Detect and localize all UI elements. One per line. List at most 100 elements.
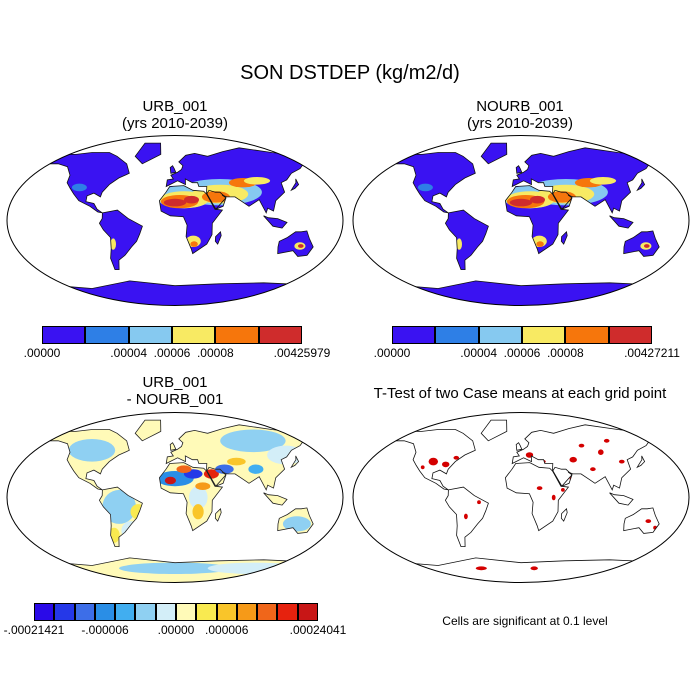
map-urb [6, 135, 344, 306]
colorbar-tick-label: .00004 [110, 346, 148, 360]
deposit-region [509, 198, 533, 207]
coastline-antarctica [44, 557, 306, 583]
panel-title-nourb-line1: NOURB_001 [476, 98, 564, 115]
significant-cell [442, 461, 450, 468]
landmass-uk [170, 442, 176, 451]
colorbar-swatch [608, 326, 652, 344]
colorbar-tick-label: .00008 [546, 346, 584, 360]
coastline-japan [290, 455, 300, 469]
coastline-eurasia [511, 147, 655, 214]
deposit-region [243, 177, 271, 185]
coastline-antarctica [390, 280, 652, 306]
panel-title-diff: URB_001 - NOURB_001 [30, 374, 320, 408]
map-border [352, 135, 690, 306]
coastline-greenland [480, 142, 508, 165]
colorbar-swatch [85, 326, 129, 344]
significant-cell [603, 438, 610, 443]
coastline-indonesia [609, 492, 634, 506]
colorbar-swatch [392, 326, 436, 344]
significant-cell [530, 566, 538, 571]
colorbar-diff [34, 603, 318, 621]
significant-cell [428, 457, 438, 466]
difference-region [68, 439, 116, 462]
coastline-southAmerica [98, 209, 143, 271]
colorbar-swatch [565, 326, 609, 344]
coastline-northAmerica [391, 429, 476, 491]
deposit-region [190, 241, 198, 247]
significant-cell [551, 494, 556, 501]
deposit-region [589, 177, 617, 185]
colorbar-swatch [135, 603, 156, 621]
significant-cell [453, 455, 460, 460]
landmass-southAmerica [445, 210, 489, 270]
colorbar-swatch [74, 603, 95, 621]
landmass-eurasia [512, 424, 654, 490]
colorbar-tick-label: .00006 [153, 346, 191, 360]
coastline-australia [277, 230, 314, 257]
colorbar-swatch [94, 603, 116, 621]
difference-region [189, 486, 208, 509]
colorbar-swatch [215, 326, 259, 344]
landmass-indonesia [609, 492, 633, 506]
landmass-madagascar [561, 508, 568, 522]
coastline-africa [158, 185, 224, 255]
significant-cell [569, 456, 577, 463]
colorbar-tick-label: .00000 [373, 346, 411, 360]
coastline-arabia [206, 189, 227, 210]
coastline-madagascar [560, 230, 568, 245]
coastline-africa [504, 185, 570, 255]
colorbar-swatch [128, 326, 172, 344]
significant-cell [475, 566, 487, 571]
colorbar-swatch [115, 603, 136, 621]
landmass-madagascar [215, 231, 222, 245]
colorbar-swatch [54, 603, 75, 621]
colorbar-swatch [297, 603, 318, 621]
colorbar-tick-label: .00000 [157, 623, 195, 637]
colorbar-swatch [196, 603, 217, 621]
colorbar-swatch [258, 326, 302, 344]
landmass-southAmerica [99, 210, 143, 270]
colorbar-swatch [257, 603, 278, 621]
panel-title-nourb-line2: (yrs 2010-2039) [467, 115, 573, 132]
colorbar-tick-label: .00000 [23, 346, 61, 360]
colorbar-tick-label: .00024041 [289, 623, 347, 637]
significant-cell [420, 465, 425, 470]
coastline-africa [158, 462, 224, 532]
coastline-northAmerica [45, 429, 130, 491]
significance-note: Cells are significant at 0.1 level [442, 614, 608, 628]
coastline-australia [623, 230, 660, 257]
coastline-northAmerica [391, 152, 476, 214]
map-ttest [352, 412, 690, 583]
deposit-region [536, 241, 544, 247]
significant-cell [590, 467, 596, 472]
colorbar-swatch [172, 326, 216, 344]
coastline-uk [169, 165, 177, 174]
significant-cell [464, 513, 468, 520]
deposit-region [547, 191, 576, 203]
landmass-madagascar [215, 508, 222, 522]
deposit-region [298, 244, 304, 248]
deposit-region [417, 183, 433, 192]
coastline-arabia [206, 466, 227, 487]
coastline-australia [277, 507, 314, 534]
colorbar-swatch [435, 326, 479, 344]
colorbar-swatch [478, 326, 522, 344]
deposit-region [201, 191, 230, 203]
landmass-australia [623, 507, 660, 534]
significant-cell [561, 488, 565, 492]
colorbar-nourb [392, 326, 652, 344]
colorbar-swatch [277, 603, 298, 621]
difference-region [248, 464, 264, 474]
coastline-uk [169, 442, 177, 451]
coastline-greenland [134, 142, 162, 165]
landmass-africa [505, 462, 569, 531]
colorbar-tick-label: -.000006 [81, 623, 129, 637]
map-border [352, 412, 690, 583]
significant-cell [598, 449, 604, 455]
colorbar-swatch [176, 603, 197, 621]
colorbar-tick-label: .00004 [460, 346, 498, 360]
coastline-japan [290, 178, 300, 192]
significant-cell [619, 459, 625, 464]
difference-region [227, 457, 246, 466]
deposit-region [456, 238, 462, 250]
